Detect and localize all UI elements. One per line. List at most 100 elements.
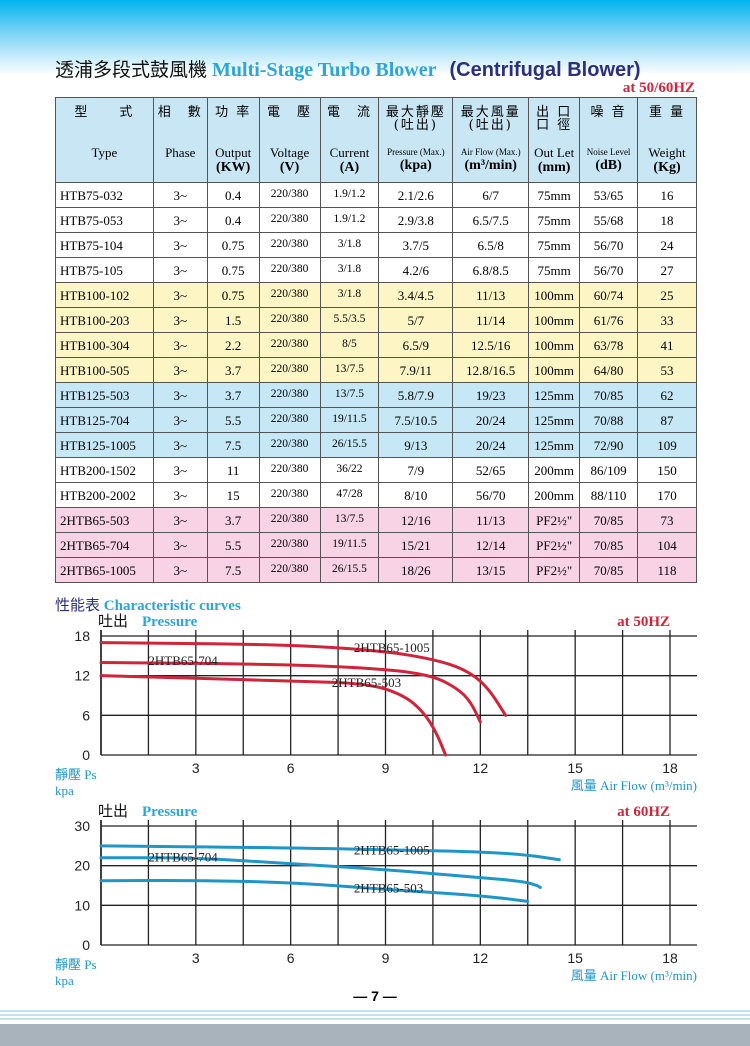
table-cell: 55/68 <box>579 207 639 233</box>
table-cell: 3~ <box>152 257 208 283</box>
series-label: 2HTB65-1005 <box>354 640 430 655</box>
column-header: 噪 音 Noise Level (dB) <box>579 97 639 183</box>
table-cell: 11/13 <box>452 282 530 308</box>
table-cell: 3~ <box>152 282 208 308</box>
header-cn: 重 量 <box>648 105 686 120</box>
table-cell: 3/1.8 <box>319 282 380 308</box>
x-tick-label: 18 <box>662 760 678 776</box>
table-cell: 100mm <box>528 307 581 333</box>
table-cell: 41 <box>637 332 697 358</box>
table-cell: 3.4/4.5 <box>378 282 454 308</box>
table-cell: 170 <box>637 482 697 508</box>
header-en: Pressure (Max.) <box>387 147 445 157</box>
table-cell: 5.5/3.5 <box>319 307 380 333</box>
column-header: 重 量 Weight (Kg) <box>637 97 697 183</box>
y-tick-label: 30 <box>74 818 90 834</box>
table-cell: 6.8/8.5 <box>452 257 530 283</box>
table-cell: 220/380 <box>258 382 321 408</box>
x-tick-label: 3 <box>192 760 200 776</box>
table-cell: 3~ <box>152 532 208 558</box>
table-cell: 3~ <box>152 432 208 458</box>
table-cell: 20/24 <box>452 432 530 458</box>
table-row: HTB100-304 3~ 2.2 220/380 8/5 6.5/9 12.5/16 100… <box>55 332 697 358</box>
table-cell: 6/7 <box>452 182 530 208</box>
page-title: 透浦多段式鼓風機 Multi-Stage Turbo Blower (Centr… <box>55 59 641 81</box>
table-row: HTB100-505 3~ 3.7 220/380 13/7.5 7.9/11 12.8/1… <box>55 357 697 383</box>
table-row: HTB200-1502 3~ 11 220/380 36/22 7/9 52/65 200mm… <box>55 457 697 483</box>
table-cell: HTB125-704 <box>55 407 154 433</box>
table-cell: 12.5/16 <box>452 332 530 358</box>
table-cell: 11/13 <box>452 507 530 533</box>
table-cell: 220/380 <box>258 432 321 458</box>
series-label: 2HTB65-503 <box>354 881 423 896</box>
table-cell: 20/24 <box>452 407 530 433</box>
y-axis-unit: kpa <box>55 783 74 798</box>
table-cell: 87 <box>637 407 697 433</box>
table-cell: 3~ <box>152 207 208 233</box>
header-en: Out Let <box>534 145 575 160</box>
table-cell: 4.2/6 <box>378 257 454 283</box>
table-row: 2HTB65-1005 3~ 7.5 220/380 26/15.5 18/26 13/15… <box>55 557 697 583</box>
header-cn: 功 率 <box>215 105 252 120</box>
table-cell: HTB125-1005 <box>55 432 154 458</box>
chart-title-cn: 吐出 <box>98 612 128 630</box>
header-cn: 相 數 <box>157 105 203 120</box>
table-cell: 72/90 <box>579 432 639 458</box>
y-tick-label: 0 <box>82 747 90 763</box>
table-cell: 13/7.5 <box>319 382 380 408</box>
y-tick-label: 20 <box>74 858 90 874</box>
table-cell: 75mm <box>528 257 581 283</box>
table-cell: 73 <box>637 507 697 533</box>
header-en: Weight <box>648 145 686 160</box>
table-cell: 53 <box>637 357 697 383</box>
table-cell: 62 <box>637 382 697 408</box>
table-cell: HTB200-1502 <box>55 457 154 483</box>
x-tick-label: 12 <box>473 760 489 776</box>
table-row: HTB125-1005 3~ 7.5 220/380 26/15.5 9/13 20/24 1… <box>55 432 697 458</box>
column-header: 電 流 Current (A) <box>319 97 380 183</box>
table-cell: 19/11.5 <box>319 532 380 558</box>
table-row: HTB75-032 3~ 0.4 220/380 1.9/1.2 2.1/2.6 6/7 75… <box>55 182 697 208</box>
table-cell: 70/88 <box>579 407 639 433</box>
table-cell: 33 <box>637 307 697 333</box>
table-cell: 86/109 <box>579 457 639 483</box>
table-cell: HTB125-503 <box>55 382 154 408</box>
table-cell: 0.75 <box>206 257 260 283</box>
table-cell: 63/78 <box>579 332 639 358</box>
table-cell: HTB75-053 <box>55 207 154 233</box>
x-tick-label: 12 <box>473 950 489 966</box>
table-row: HTB75-104 3~ 0.75 220/380 3/1.8 3.7/5 6.5/8 75m… <box>55 232 697 258</box>
y-tick-label: 6 <box>82 707 90 723</box>
y-tick-label: 12 <box>74 668 90 684</box>
table-cell: 19/11.5 <box>319 407 380 433</box>
table-cell: PF2½" <box>528 557 581 583</box>
table-cell: 11/14 <box>452 307 530 333</box>
table-cell: 3~ <box>152 407 208 433</box>
table-cell: 13/7.5 <box>319 357 380 383</box>
table-cell: 52/65 <box>452 457 530 483</box>
table-cell: 220/380 <box>258 532 321 558</box>
header-en: Current <box>329 145 370 160</box>
y-axis-label: 靜壓 Ps <box>55 957 97 972</box>
table-cell: HTB75-032 <box>55 182 154 208</box>
table-cell: 3~ <box>152 457 208 483</box>
chart-60hz: 0 10 20 30 3 6 9 12 15 18 吐出 Pressure at 60HZ 靜壓 Pskp… <box>55 802 697 988</box>
table-cell: 0.4 <box>206 182 260 208</box>
table-cell: 0.75 <box>206 282 260 308</box>
header-unit: (dB) <box>595 158 622 173</box>
header-cn: 出 口 口 徑 <box>536 105 573 133</box>
table-cell: 220/380 <box>258 407 321 433</box>
x-tick-label: 15 <box>567 950 583 966</box>
table-cell: 70/85 <box>579 557 639 583</box>
x-tick-label: 3 <box>192 950 200 966</box>
table-cell: 15/21 <box>378 532 454 558</box>
table-cell: 64/80 <box>579 357 639 383</box>
table-cell: 150 <box>637 457 697 483</box>
footer-lines <box>0 1008 750 1022</box>
frequency-label: at 50HZ <box>617 614 670 630</box>
header-unit: (KW) <box>216 160 251 175</box>
header-cn: 電 壓 <box>267 105 313 120</box>
table-row: 2HTB65-704 3~ 5.5 220/380 19/11.5 15/21 12/14 P… <box>55 532 697 558</box>
header-unit: (Kg) <box>653 160 681 175</box>
table-cell: 220/380 <box>258 182 321 208</box>
